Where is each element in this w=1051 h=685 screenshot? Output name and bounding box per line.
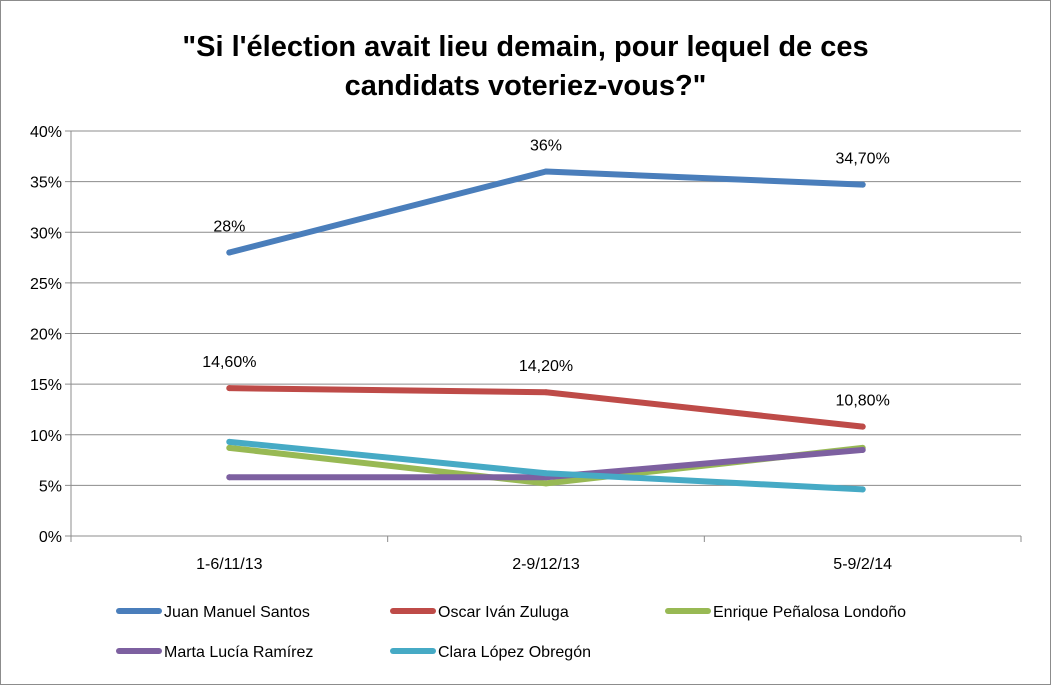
y-tick-label: 10% <box>30 428 62 445</box>
data-point-marta-lucia-ramirez <box>859 446 866 453</box>
data-label-oscar-ivan-zuluga: 14,60% <box>202 354 256 371</box>
x-tick-label: 1-6/11/13 <box>196 556 263 573</box>
data-point-juan-manuel-santos <box>226 249 233 256</box>
data-point-enrique-penalosa-londono <box>543 480 549 487</box>
chart-title: "Si l'élection avait lieu demain, pour l… <box>0 28 1051 106</box>
y-tick-label: 35% <box>30 175 62 192</box>
axes: 0% 5% 10% 15% 20% 25% 30% 35% 40% 1-6/11/13 2-9/12… <box>30 124 1022 573</box>
data-label-juan-manuel-santos: 28% <box>213 219 245 236</box>
data-point-marta-lucia-ramirez <box>226 474 233 481</box>
data-label-juan-manuel-santos: 36% <box>530 138 562 155</box>
legend-item-juan-manuel-santos: Juan Manuel Santos <box>116 604 310 621</box>
y-tick-label: 0% <box>39 529 62 546</box>
gridlines <box>71 130 1021 486</box>
data-point-juan-manuel-santos <box>543 168 549 175</box>
legend-label: Clara López Obregón <box>438 644 591 661</box>
y-tick-label: 40% <box>30 124 62 141</box>
series-lines <box>226 168 866 493</box>
data-label-oscar-ivan-zuluga: 10,80% <box>836 393 890 410</box>
legend-label: Juan Manuel Santos <box>164 604 310 621</box>
data-point-oscar-ivan-zuluga <box>543 389 549 396</box>
data-label-oscar-ivan-zuluga: 14,20% <box>519 358 573 375</box>
y-tick-label: 30% <box>30 225 62 242</box>
data-point-clara-lopez-obregon <box>226 438 233 445</box>
chart-title-line-1: "Si l'élection avait lieu demain, pour l… <box>182 31 869 63</box>
data-labels: 28% 36% 34,70% 14,60% 14,20% 10,80% <box>202 138 890 410</box>
y-tick-label: 20% <box>30 327 62 344</box>
chart-title-line-2: candidats voteriez-vous?" <box>344 70 707 102</box>
legend-item-marta-lucia-ramirez: Marta Lucía Ramírez <box>116 644 313 661</box>
y-tick-label: 15% <box>30 377 62 394</box>
x-tick-label: 5-9/2/14 <box>833 556 892 573</box>
legend-label: Enrique Peñalosa Londoño <box>713 604 906 621</box>
data-point-clara-lopez-obregon <box>859 486 866 493</box>
x-tick-label: 2-9/12/13 <box>512 556 580 573</box>
y-tick-label: 5% <box>39 478 62 495</box>
legend-label: Oscar Iván Zuluga <box>438 604 569 621</box>
legend-item-enrique-penalosa-londono: Enrique Peñalosa Londoño <box>665 604 906 621</box>
y-tick-label: 25% <box>30 276 62 293</box>
series-line-juan-manuel-santos <box>226 168 866 256</box>
data-point-oscar-ivan-zuluga <box>226 385 233 392</box>
legend-label: Marta Lucía Ramírez <box>164 644 313 661</box>
legend: Juan Manuel Santos Oscar Iván Zuluga Enriq… <box>116 604 906 661</box>
data-point-clara-lopez-obregon <box>543 470 549 477</box>
legend-item-oscar-ivan-zuluga: Oscar Iván Zuluga <box>390 604 569 621</box>
data-point-juan-manuel-santos <box>859 181 866 188</box>
data-point-oscar-ivan-zuluga <box>859 423 866 430</box>
data-point-enrique-penalosa-londono <box>226 444 233 451</box>
legend-item-clara-lopez-obregon: Clara López Obregón <box>390 644 591 661</box>
data-label-juan-manuel-santos: 34,70% <box>836 151 890 168</box>
